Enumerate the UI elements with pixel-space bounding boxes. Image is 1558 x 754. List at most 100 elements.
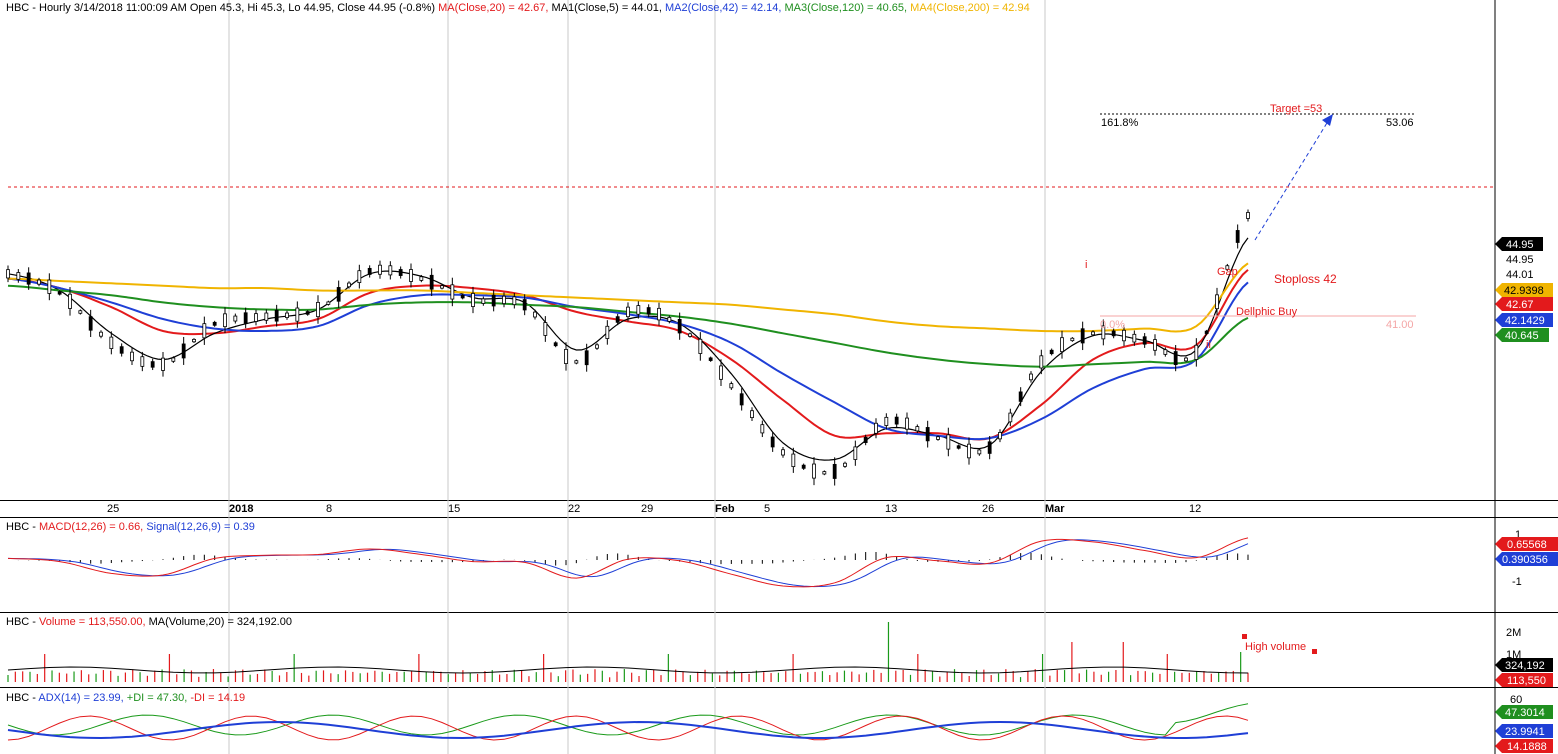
- candle-body: [564, 349, 568, 364]
- candle-body: [646, 307, 651, 315]
- macd-value-tag: 0.65568: [1507, 539, 1547, 551]
- stoploss-label: Stoploss 42: [1274, 272, 1337, 286]
- candle-body: [212, 321, 217, 326]
- candle-body: [491, 294, 496, 307]
- candle-body: [109, 336, 114, 349]
- candle-body: [1122, 329, 1126, 342]
- candle-body: [522, 299, 527, 311]
- candle-body: [1008, 412, 1013, 423]
- macd-header: HBC - MACD(12,26) = 0.66, Signal(12,26,9…: [6, 521, 255, 533]
- macd-axis-tick: -1: [1512, 576, 1522, 588]
- date-tick: 12: [1189, 503, 1201, 515]
- buy-signal-label: Dellphic Buy: [1236, 306, 1298, 318]
- ma-line-ma4-close-200-: [7, 262, 1249, 333]
- candle-body: [99, 331, 103, 337]
- target-label: Target =53: [1270, 103, 1322, 115]
- candle-body: [874, 422, 878, 434]
- candle-body: [1235, 230, 1240, 243]
- candle-body: [956, 445, 961, 449]
- candle-body: [233, 315, 238, 322]
- candle-body: [905, 417, 909, 430]
- candle-body: [1132, 333, 1137, 343]
- candle-body: [595, 344, 599, 349]
- candle-body: [574, 360, 579, 364]
- date-tick: Mar: [1045, 503, 1065, 515]
- price-tag-last: 44.95: [1506, 254, 1534, 266]
- date-tick: 22: [568, 503, 580, 515]
- candle-body: [37, 279, 41, 285]
- candle-body: [243, 312, 248, 324]
- candle-body: [326, 301, 331, 305]
- candle-body: [812, 463, 816, 479]
- candle-body: [967, 443, 971, 459]
- date-tick: 25: [107, 503, 119, 515]
- candle-body: [223, 313, 227, 328]
- candle-body: [450, 284, 455, 300]
- high-volume-marker: [1242, 634, 1247, 639]
- candle-body: [68, 293, 72, 309]
- candle-body: [1215, 294, 1219, 310]
- candle-body: [822, 471, 827, 475]
- grid-lines: [228, 0, 1046, 754]
- adx-lines: [7, 703, 1249, 741]
- candle-body: [1091, 331, 1095, 336]
- candle-body: [533, 311, 537, 318]
- macd-panel: HBC - MACD(12,26) = 0.66, Signal(12,26,9…: [6, 521, 1558, 588]
- candle-body: [409, 269, 413, 282]
- mdi-value-tag: 14.1888: [1507, 741, 1547, 753]
- candle-body: [946, 434, 951, 450]
- candle-body: [884, 416, 889, 426]
- volume-ma-tag: 324,192: [1505, 660, 1545, 672]
- candle-body: [543, 322, 548, 336]
- candle-body: [1246, 212, 1250, 219]
- candle-body: [357, 270, 362, 283]
- volume-ma-line: [7, 666, 1249, 674]
- candle-body: [347, 282, 351, 288]
- candle-body: [553, 342, 558, 347]
- adx-panel: HBC - ADX(14) = 23.99, +DI = 47.30, -DI …: [6, 692, 1553, 753]
- candle-body: [6, 269, 10, 279]
- candle-body: [388, 265, 393, 276]
- candle-body: [512, 296, 517, 306]
- fib-price-label: 53.06: [1386, 117, 1414, 129]
- candle-body: [729, 383, 734, 389]
- candle-body: [367, 267, 372, 275]
- fib-low-label: 41.00: [1386, 319, 1414, 331]
- candle-body: [584, 350, 589, 366]
- candle-body: [57, 291, 62, 295]
- candle-body: [471, 293, 475, 307]
- candle-body: [750, 410, 754, 418]
- candle-body: [78, 310, 83, 314]
- adx-value-tag: 23.9941: [1505, 726, 1545, 738]
- candle-body: [739, 393, 744, 406]
- candle-body: [843, 462, 847, 467]
- volume-header: HBC - Volume = 113,550.00, MA(Volume,20)…: [6, 616, 292, 628]
- candle-body: [698, 338, 703, 354]
- candle-body: [636, 305, 641, 315]
- candle-body: [336, 287, 341, 302]
- price-tag-close: 44.95: [1506, 239, 1534, 251]
- date-tick: 5: [764, 503, 770, 515]
- candle-body: [1049, 349, 1054, 355]
- candle-body: [853, 446, 858, 460]
- candle-body: [429, 274, 434, 290]
- candle-body: [502, 295, 506, 304]
- date-tick: 13: [885, 503, 897, 515]
- candle-body: [1153, 339, 1157, 351]
- candle-body: [605, 325, 610, 339]
- candle-body: [925, 427, 930, 442]
- candle-body: [47, 279, 52, 294]
- volume-bars: [7, 622, 1249, 682]
- volume-axis-tick: 2M: [1506, 627, 1521, 639]
- candle-body: [150, 361, 155, 368]
- candle-body: [181, 343, 186, 359]
- volume-panel: HBC - Volume = 113,550.00, MA(Volume,20)…: [6, 616, 1553, 687]
- wave-i-label: i: [1085, 259, 1087, 271]
- candle-body: [1039, 355, 1044, 369]
- adx-header: HBC - ADX(14) = 23.99, +DI = 47.30, -DI …: [6, 692, 245, 704]
- candle-body: [460, 294, 465, 299]
- candle-body: [1173, 351, 1178, 366]
- candle-body: [1194, 344, 1199, 360]
- date-tick: 26: [982, 503, 994, 515]
